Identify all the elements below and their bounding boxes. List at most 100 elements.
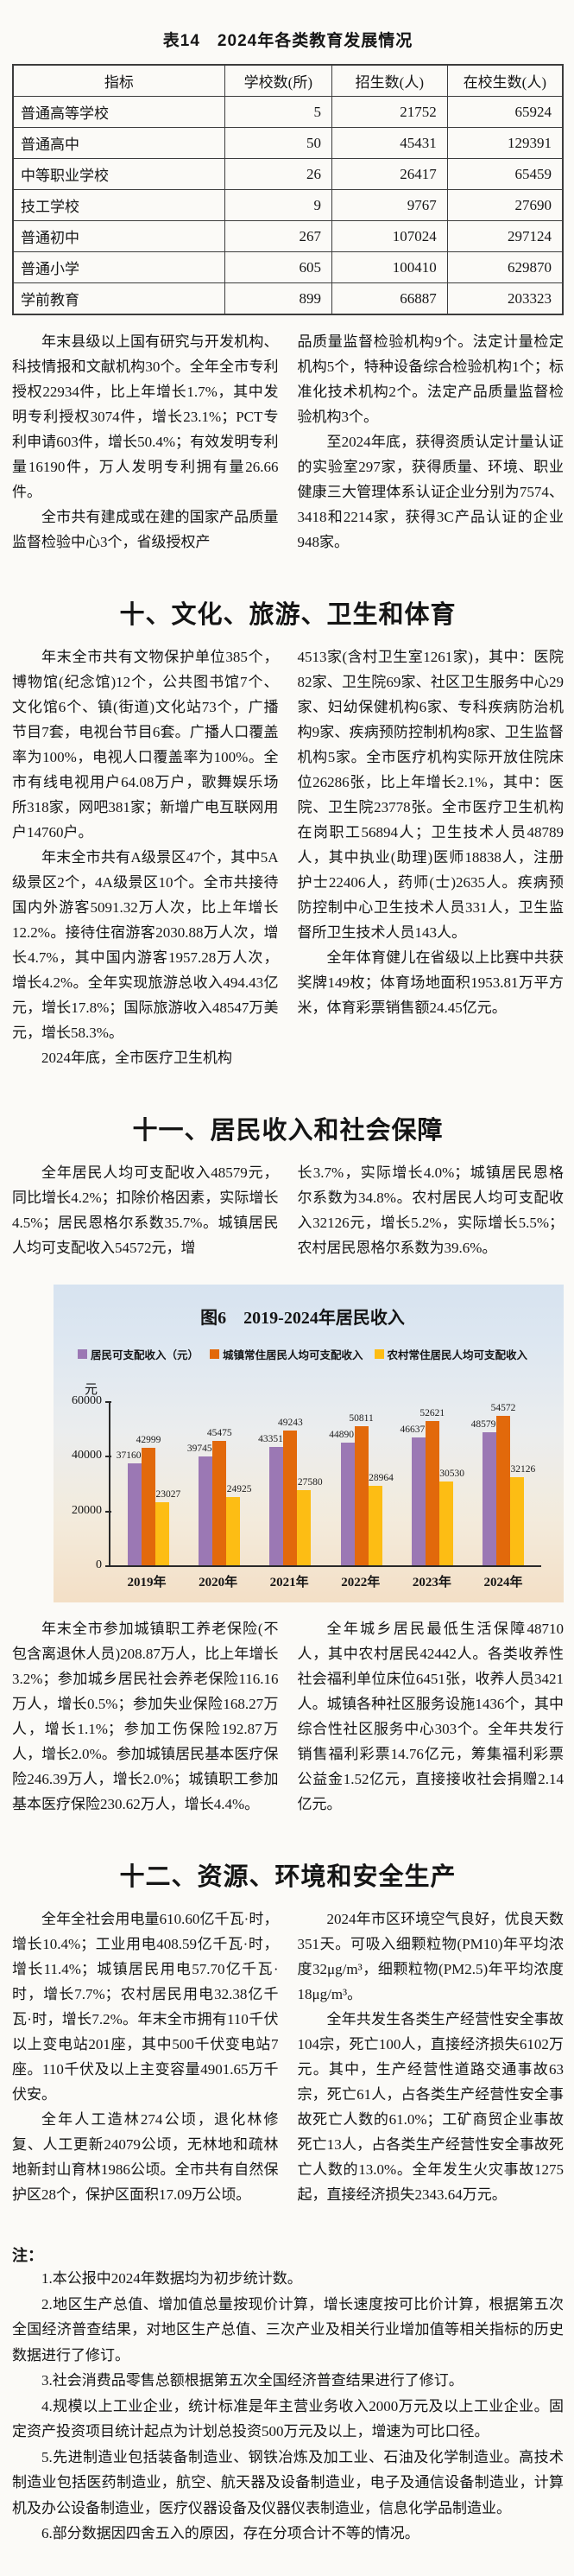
table-header-cell: 在校生数(人) [446,64,564,97]
bar-value-label: 28964 [369,1473,394,1483]
x-axis-label: 2022年 [341,1576,381,1589]
bar-value-label: 43351 [258,1434,283,1444]
bar-value-label: 23027 [155,1489,181,1500]
text-column-right: 2024年市区环境空气良好，优良天数351天。可吸入细颗粒物(PM10)年平均浓… [298,1907,565,2207]
bar-value-label: 42999 [136,1435,161,1445]
note-item: 6.部分数据因四舍五入的原因，存在分项合计不等的情况。 [41,2525,419,2541]
chart-title: 图6 2019-2024年居民收入 [200,1309,405,1328]
chart-bar: 27580 [297,1477,323,1565]
section-culture: 年末全市共有文物保护单位385个，博物馆(纪念馆)12个，公共图书馆7个、文化馆… [12,644,564,1070]
chart-bar: 48579 [471,1419,496,1565]
paragraph: 品质量监督检验机构9个。法定计量检定机构5个，特种设备综合检验机构1个；标准化技… [297,333,565,425]
bar-value-label: 49243 [278,1418,303,1428]
paragraph: 2024年市区环境空气良好，优良天数351天。可吸入细颗粒物(PM10)年平均浓… [297,1911,565,2002]
table-title: 表14 2024年各类教育发展情况 [162,32,413,50]
bar-value-label: 37160 [116,1450,142,1461]
notes-label: 注： [12,2247,43,2264]
text-column-left: 年末全市参加城镇职工养老保险(不包含离退休人员)208.87万人，比上年增长3.… [12,1616,279,1817]
bar-value-label: 54572 [490,1403,516,1413]
paragraph: 至2024年底，获得资质认定计量认证的实验室297家，获得质量、环境、职业健康三… [297,434,565,550]
row-value-cell: 129391 [446,127,564,159]
row-value-cell: 50 [224,127,332,159]
education-table: 指标 学校数(所) 招生数(人) 在校生数(人) 普通高等学校 5 21752 65924 普… [12,64,564,315]
y-axis-tick: 20000 [54,1504,111,1518]
bar-value-label: 27580 [297,1477,323,1488]
notes-section: 注： 1.本公报中2024年数据均为初步统计数。 2.地区生产总值、增加值总量按现… [12,2243,564,2547]
chart-bar: 24925 [226,1484,251,1565]
legend-label: 农村常住居民人均可支配收入 [387,1349,528,1361]
paragraph: 长3.7%，实际增长4.0%；城镇居民恩格尔系数为34.8%。农村居民人均可支配… [297,1164,565,1256]
table-header-cell: 学校数(所) [224,64,332,97]
row-value-cell: 107024 [331,220,448,252]
bar-value-label: 30530 [439,1469,465,1479]
row-label-cell: 普通初中 [12,220,225,252]
chart-bar: 43351 [258,1434,284,1565]
row-value-cell: 65459 [446,158,564,190]
x-axis-label: 2021年 [269,1576,309,1589]
legend-color-swatch [77,1349,87,1359]
paragraph: 全市共有建成或在建的国家产品质量监督检验中心3个，省级授权产 [12,509,279,550]
paragraph: 年末全市共有A级景区47个，其中5A级景区2个，4A级景区10个。全市共接待国内… [12,849,279,1041]
bar-group: 43351 49243 27580 [255,1418,325,1565]
section-environment: 全年全社会用电量610.60亿千瓦·时，增长10.4%；工业用电408.59亿千… [12,1907,564,2207]
row-value-cell: 9 [224,189,332,221]
paragraph: 全年体育健儿在省级以上比赛中共获奖牌149枚；体育场地面积1953.81万平方米… [297,949,565,1016]
table-row: 学前教育 899 66887 203323 [12,282,564,315]
section-income: 全年居民人均可支配收入48579元，同比增长4.2%；扣除价格因素，实际增长4.… [12,1160,564,1260]
text-column-left: 全年居民人均可支配收入48579元，同比增长4.2%；扣除价格因素，实际增长4.… [12,1160,279,1260]
row-label-cell: 普通高等学校 [12,96,225,128]
table-row: 技工学校 9 9767 27690 [12,189,564,221]
text-column-left: 全年全社会用电量610.60亿千瓦·时，增长10.4%；工业用电408.59亿千… [12,1907,279,2207]
legend-item: 农村常住居民人均可支配收入 [374,1346,528,1362]
chart-bar: 39745 [187,1443,213,1565]
chart-bar: 32126 [509,1464,535,1565]
legend-item: 城镇常住居民人均可支配收入 [209,1346,363,1362]
paragraph: 年末县级以上国有研究与开发机构、科技情报和文献机构30个。全年全市专利授权229… [12,333,279,500]
y-axis-tick: 40000 [54,1449,111,1462]
text-column-left: 年末县级以上国有研究与开发机构、科技情报和文献机构30个。全年全市专利授权229… [12,329,279,555]
paragraph: 4513家(含村卫生室1261家)，其中：医院82家、卫生院69家、社区卫生服务… [297,649,565,941]
row-value-cell: 267 [224,220,332,252]
row-value-cell: 26 [224,158,332,190]
notes-list: 1.本公报中2024年数据均为初步统计数。 2.地区生产总值、增加值总量按现价计算… [12,2266,564,2547]
bar-value-label: 50811 [349,1413,374,1424]
bar-group: 37160 42999 23027 [114,1435,183,1565]
table-row: 中等职业学校 26 26417 65459 [12,158,564,190]
row-value-cell: 65924 [446,96,564,128]
bar-group: 44890 50811 28964 [327,1413,396,1565]
x-axis-labels: 2019年 2020年 2021年 2022年 2023年 2024年 [109,1572,541,1590]
row-label-cell: 中等职业学校 [12,158,225,190]
y-axis-tick: 60000 [54,1394,111,1408]
note-item: 3.社会消费品零售总额根据第五次全国经济普查结果进行了修订。 [41,2372,464,2389]
x-axis-label: 2024年 [483,1576,523,1589]
text-column-right: 长3.7%，实际增长4.0%；城镇居民恩格尔系数为34.8%。农村居民人均可支配… [298,1160,565,1260]
chart-bar: 42999 [136,1435,161,1565]
row-value-cell: 899 [224,282,332,315]
chart-bar: 45475 [207,1428,232,1565]
chart-bar: 50811 [349,1413,374,1565]
chart-bar: 46637 [400,1424,426,1565]
x-axis-label: 2020年 [199,1576,238,1589]
table-row: 普通初中 267 107024 297124 [12,220,564,252]
section-science-quality: 年末县级以上国有研究与开发机构、科技情报和文献机构30个。全年全市专利授权229… [12,329,564,555]
y-axis-tick: 0 [54,1558,111,1572]
paragraph: 2024年底，全市医疗卫生机构 [41,1050,232,1066]
row-value-cell: 45431 [331,127,448,159]
text-column-right: 全年城乡居民最低生活保障48710人，其中农村居民42442人。各类收养性社会福… [298,1616,565,1817]
row-label-cell: 普通小学 [12,251,225,283]
legend-label: 城镇常住居民人均可支配收入 [222,1349,363,1361]
paragraph: 全年共发生各类生产经营性安全事故104宗，死亡100人，直接经济损失6102万元… [297,2011,565,2203]
bar-value-label: 32126 [510,1464,536,1475]
bar-value-label: 45475 [206,1428,232,1438]
chart-plot-area: 0 20000 40000 60000 37160 42999 23027 39745 4547… [72,1394,541,1571]
table-header-cell: 招生数(人) [331,64,448,97]
table-row: 普通高等学校 5 21752 65924 [12,96,564,128]
x-axis-label: 2023年 [412,1576,451,1589]
row-value-cell: 605 [224,251,332,283]
paragraph: 全年人工造林274公顷，退化林修复、人工更新24079公顷，无林地和疏林地新封山… [12,2111,279,2203]
row-value-cell: 66887 [331,282,448,315]
bar-group: 48579 54572 32126 [469,1403,538,1565]
row-value-cell: 100410 [331,251,448,283]
paragraph: 全年居民人均可支配收入48579元，同比增长4.2%；扣除价格因素，实际增长4.… [12,1164,279,1256]
